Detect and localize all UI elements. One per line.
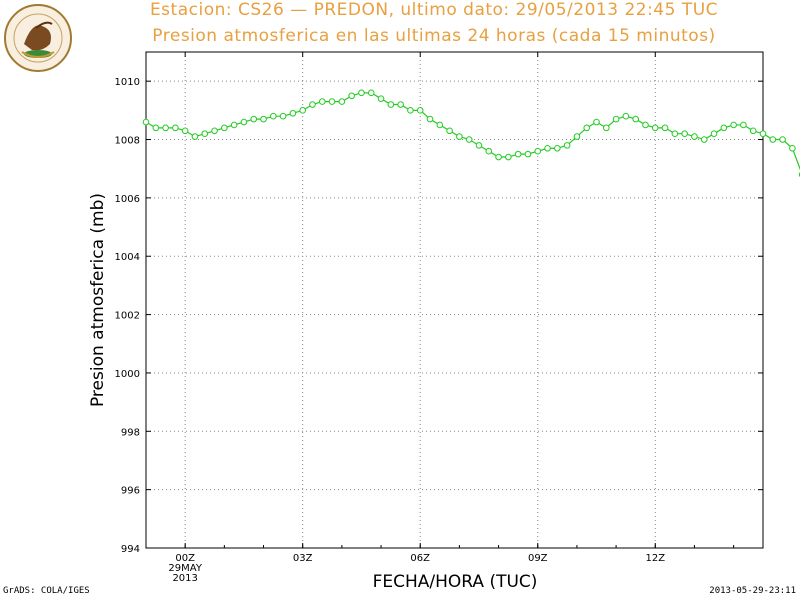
data-point (759, 130, 767, 137)
data-point (691, 133, 698, 140)
data-point (436, 121, 444, 129)
data-point (328, 98, 336, 105)
data-point (710, 130, 718, 137)
data-point (446, 127, 453, 135)
data-point (279, 112, 287, 120)
data-point (172, 124, 179, 132)
data-point (789, 144, 796, 152)
plot-frame (145, 51, 764, 549)
data-point (348, 92, 355, 100)
x-tick-label: 00Z (175, 553, 195, 564)
data-point (260, 115, 267, 123)
data-point (152, 124, 160, 132)
footer-credit: GrADS: COLA/IGES (3, 586, 90, 596)
data-point (270, 112, 277, 120)
y-axis-label: Presion atmosferica (mb) (88, 193, 108, 407)
data-point (495, 153, 502, 161)
data-point (338, 98, 346, 105)
data-point (544, 144, 551, 152)
data-point (505, 153, 512, 161)
data-point (309, 101, 316, 108)
data-point (661, 124, 669, 132)
data-point (749, 127, 757, 135)
data-point (318, 98, 326, 105)
chart-title: Estacion: CS26 — PREDON, ultimo dato: 29… (149, 0, 719, 20)
pressure-series (142, 89, 800, 178)
y-tick-label: 1002 (115, 311, 140, 322)
y-tick-label: 1006 (115, 194, 140, 205)
data-point (191, 133, 199, 140)
data-point (397, 101, 404, 108)
x-axis-label: FECHA/HORA (TUC) (373, 572, 538, 592)
data-point (720, 124, 728, 132)
grid (146, 52, 763, 548)
data-point (524, 150, 532, 158)
y-tick-label: 1008 (115, 136, 140, 147)
data-point (554, 144, 561, 152)
data-point (407, 107, 414, 114)
y-tick-label: 1004 (115, 252, 140, 263)
x-tick-year: 2013 (172, 573, 197, 584)
data-point (651, 124, 659, 132)
data-point (603, 124, 610, 132)
y-tick-label: 998 (121, 427, 140, 438)
x-tick-date: 29MAY (168, 563, 202, 574)
data-point (485, 147, 493, 155)
axes: 994 996 998 1000 1002 1004 1006 1008 1010 00Z29MA… (115, 51, 764, 584)
data-point (769, 136, 777, 143)
data-point (583, 124, 591, 132)
x-tick-label: 12Z (645, 553, 665, 564)
data-point (299, 107, 306, 114)
y-tick-label: 1000 (115, 369, 140, 380)
data-point (201, 130, 209, 137)
y-tick-label: 996 (121, 486, 140, 497)
data-point (700, 136, 708, 143)
data-point (779, 136, 786, 143)
data-point (426, 115, 434, 123)
data-point (475, 142, 483, 149)
data-point (358, 89, 365, 97)
data-point (671, 130, 679, 137)
data-point (240, 118, 248, 126)
data-point (221, 124, 228, 132)
data-point (387, 101, 395, 108)
data-point (632, 115, 639, 123)
data-point (162, 124, 169, 132)
data-point (377, 95, 385, 102)
x-tick-label: 09Z (528, 553, 548, 564)
pressure-line (145, 92, 800, 171)
data-point (612, 115, 620, 123)
data-point (642, 121, 649, 129)
data-point (622, 112, 630, 120)
data-point (514, 150, 522, 158)
footer-timestamp: 2013-05-29-23:11 (709, 586, 796, 596)
data-point (142, 118, 150, 126)
data-point (367, 89, 375, 97)
y-tick-label: 994 (121, 544, 140, 555)
data-point (534, 147, 542, 155)
data-point (416, 107, 424, 114)
mexican-eagle-seal-icon (4, 4, 72, 72)
data-point (563, 142, 571, 149)
data-point (593, 118, 600, 126)
data-point (740, 121, 747, 129)
data-point (181, 127, 189, 135)
data-point (211, 127, 218, 135)
chart-subtitle: Presion atmosferica en las ultimas 24 ho… (152, 26, 716, 46)
y-tick-label: 1010 (115, 77, 140, 88)
data-point (465, 136, 473, 143)
data-point (456, 133, 463, 140)
data-point (230, 121, 238, 129)
data-point (289, 109, 297, 117)
x-tick-label: 03Z (293, 553, 313, 564)
data-point (730, 121, 737, 129)
data-point (250, 115, 258, 123)
x-tick-label: 06Z (410, 553, 430, 564)
data-point (681, 130, 688, 137)
data-point (573, 133, 581, 140)
